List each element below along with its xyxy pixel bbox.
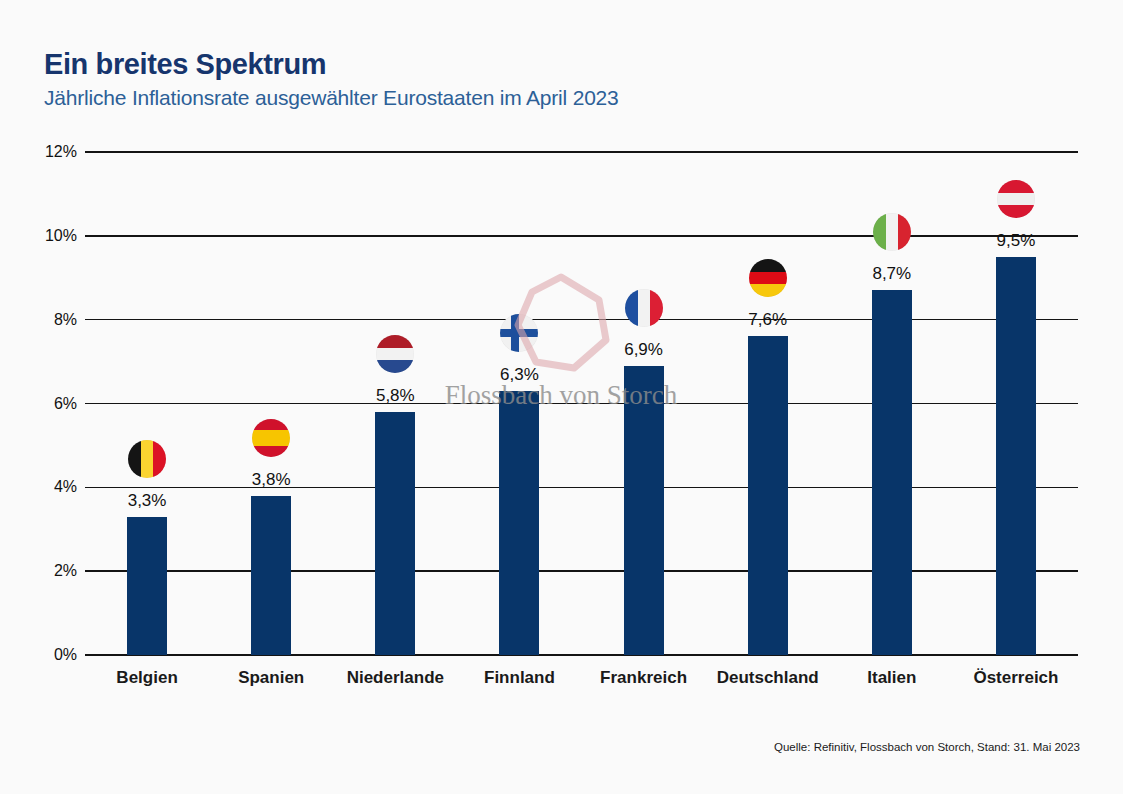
y-axis-tick-label: 12%: [33, 142, 77, 162]
gridline: [85, 235, 1078, 237]
y-axis-tick-label: 4%: [33, 477, 77, 497]
bar-8: [996, 257, 1036, 655]
category-label: Niederlande: [333, 667, 457, 689]
bar-value-label: 9,5%: [974, 231, 1058, 251]
bar-7: [872, 290, 912, 655]
bar-value-label: 7,6%: [726, 310, 810, 330]
category-label: Belgien: [85, 667, 209, 689]
bar-2: [251, 496, 291, 655]
category-label: Spanien: [209, 667, 333, 689]
bar-value-label: 3,8%: [229, 470, 313, 490]
chart-header: Ein breites Spektrum Jährliche Inflation…: [44, 48, 619, 110]
bar-3: [375, 412, 415, 655]
category-label: Deutschland: [706, 667, 830, 689]
belgium-flag-icon: [128, 440, 166, 478]
germany-flag-icon: [749, 259, 787, 297]
france-flag-icon: [625, 289, 663, 327]
gridline: [85, 654, 1078, 656]
source-note: Quelle: Refinitiv, Flossbach von Storch,…: [774, 741, 1080, 753]
bar-6: [748, 336, 788, 655]
watermark-text: Flossbach von Storch: [410, 380, 712, 411]
gridline: [85, 151, 1078, 153]
spain-flag-icon: [252, 419, 290, 457]
bar-1: [127, 517, 167, 655]
bar-4: [499, 391, 539, 655]
category-label: Frankreich: [582, 667, 706, 689]
infographic-canvas: Ein breites Spektrum Jährliche Inflation…: [0, 0, 1123, 794]
y-axis-tick-label: 10%: [33, 226, 77, 246]
y-axis-tick-label: 0%: [33, 645, 77, 665]
chart-title: Ein breites Spektrum: [44, 48, 619, 81]
category-label: Österreich: [954, 667, 1078, 689]
bar-value-label: 3,3%: [105, 491, 189, 511]
italy-flag-icon: [873, 213, 911, 251]
chart-subtitle: Jährliche Inflationsrate ausgewählter Eu…: [44, 86, 619, 110]
category-label: Finnland: [457, 667, 581, 689]
austria-flag-icon: [997, 180, 1035, 218]
bar-value-label: 8,7%: [850, 264, 934, 284]
gridline: [85, 570, 1078, 572]
flossbach-pentagon-logo-icon: [503, 263, 623, 383]
category-label: Italien: [830, 667, 954, 689]
netherlands-flag-icon: [376, 335, 414, 373]
y-axis-tick-label: 2%: [33, 561, 77, 581]
y-axis-tick-label: 6%: [33, 394, 77, 414]
y-axis-tick-label: 8%: [33, 310, 77, 330]
